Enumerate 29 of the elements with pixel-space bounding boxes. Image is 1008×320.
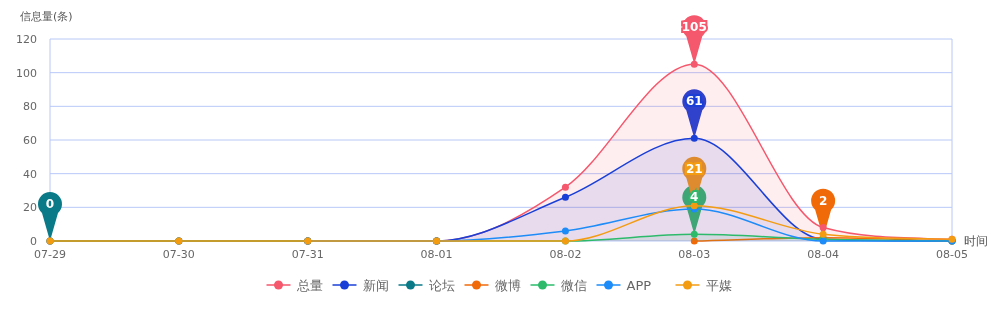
annotation: 0: [45, 197, 55, 211]
y-tick-label: 100: [16, 66, 37, 80]
x-tick-label: 07-31: [291, 248, 324, 261]
annotation: 21: [685, 161, 703, 176]
x-tick-label: 08-04: [807, 248, 840, 261]
legend-label: 微博: [494, 278, 521, 293]
y-tick-label: 80: [23, 100, 37, 114]
y-tick-label: 20: [23, 201, 37, 215]
annotation: 105: [681, 20, 707, 35]
annotation: 61: [685, 94, 703, 109]
x-tick-label: 07-29: [34, 248, 66, 261]
legend-label: 平媒: [705, 278, 732, 293]
annotation: 2: [818, 193, 828, 208]
x-tick-label: 07-30: [162, 248, 195, 261]
x-axis-title: 时间: [964, 234, 988, 248]
x-tick-label: 08-02: [549, 248, 582, 261]
x-tick-label: 08-03: [678, 248, 711, 261]
y-tick-label: 60: [23, 134, 37, 147]
y-axis-title: 信息量(条): [20, 10, 73, 23]
y-tick-label: 120: [16, 33, 37, 46]
legend-label: APP: [626, 278, 652, 293]
y-tick-label: 40: [23, 167, 37, 181]
y-tick-label: 0: [30, 235, 37, 248]
legend-label: 微信: [560, 278, 587, 293]
legend-label: 论坛: [428, 278, 455, 293]
x-tick-label: 08-01: [420, 248, 453, 261]
x-tick-label: 08-05: [936, 248, 968, 261]
legend-label: 总量: [295, 278, 323, 293]
legend-label: 新闻: [362, 278, 389, 293]
